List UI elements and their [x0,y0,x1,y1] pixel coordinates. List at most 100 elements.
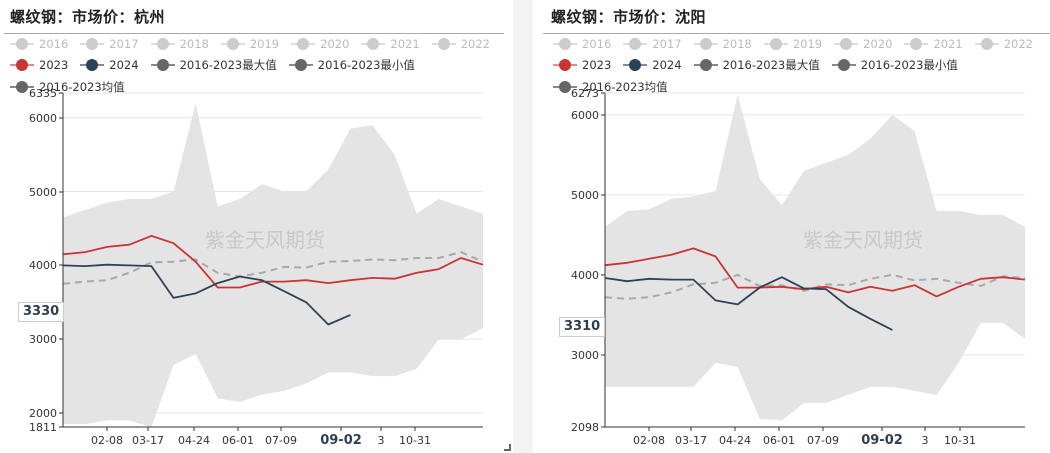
legend-row-active: 2023 2024 2016-2023最大值 2016-2023最小值 [553,56,970,74]
legend-label: 2016-2023最小值 [860,58,958,72]
legend-item-2017[interactable]: 2017 [80,37,139,51]
legend-label: 2023 [582,58,612,72]
legend-label: 2020 [320,37,350,51]
legend-item-2021[interactable]: 2021 [904,37,963,51]
y-tick-label: 2098 [571,421,599,434]
legend-item-2017[interactable]: 2017 [623,37,682,51]
legend-label: 2020 [863,37,893,51]
chart-panel-hangzhou: 螺纹钢：市场价：杭州 2016 2017 2018 2019 2020 2021 2022 … [0,0,513,453]
legend-marker-icon [288,59,313,71]
legend-marker-icon [220,38,245,50]
min-max-band [63,102,483,427]
y-tick-label: 3000 [29,333,57,346]
legend-item-max[interactable]: 2016-2023最大值 [150,57,277,73]
legend-marker-icon [10,38,34,50]
legend-item-2023[interactable]: 2023 [553,58,611,72]
legend-label: 2024 [109,58,139,72]
plot-area[interactable]: 紫金天风期货 6273 6000 5000 4000 3000 2098 02-08 03-17… [533,0,1050,453]
x-tick-label: 04-24 [178,434,210,447]
series-2024-line[interactable] [604,276,893,331]
legend-item-mean[interactable]: 2016-2023均值 [553,79,668,95]
legend-label: 2022 [1003,37,1033,51]
chart-title: 螺纹钢：市场价：沈阳 [551,8,707,26]
x-tick-label: 06-01 [222,434,254,447]
legend-row-inactive: 2016 2017 2018 2019 2020 2021 2022 [10,35,502,53]
x-tick-label: 07-09 [807,434,839,447]
x-tick-label: 3 [378,434,385,447]
x-tick-label: 03-17 [675,434,707,447]
y-tick-label: 4000 [29,259,57,272]
legend-label: 2024 [652,58,682,72]
legend-marker-icon [623,59,648,71]
legend-marker-icon [150,38,175,50]
legend-label: 2018 [179,37,209,51]
chart-panel-shenyang: 螺纹钢：市场价：沈阳 2016 2017 2018 2019 2020 2021 2022 … [533,0,1050,453]
legend-label: 2016 [582,37,612,51]
legend-label: 2016-2023均值 [582,80,668,94]
legend-item-2018[interactable]: 2018 [693,37,752,51]
legend-marker-icon [553,81,577,93]
series-2024-line[interactable] [62,263,351,326]
legend-item-2020[interactable]: 2020 [291,37,349,51]
legend-item-2024[interactable]: 2024 [80,58,139,72]
x-tick-label: 07-09 [265,434,297,447]
legend-marker-icon [904,38,929,50]
x-tick-label: 09-02 [861,433,903,448]
legend-marker-icon [431,38,456,50]
legend-item-2024[interactable]: 2024 [623,58,682,72]
x-tick-label: 09-02 [320,433,362,448]
y-tick-label: 1811 [29,421,57,434]
current-value-badge: 3330 [18,302,65,322]
legend-marker-icon [693,59,718,71]
legend-marker-icon [693,38,718,50]
title-divider [543,33,1050,34]
x-tick-label: 06-01 [763,434,795,447]
y-tick-label: 2000 [29,407,57,420]
title-divider [4,33,504,34]
y-tick-label: 5000 [571,189,599,202]
legend-marker-icon [831,59,856,71]
legend-item-max[interactable]: 2016-2023最大值 [693,57,820,73]
legend-marker-icon [361,38,386,50]
series-2023-line[interactable] [62,235,484,289]
legend-marker-icon [974,38,999,50]
legend-marker-icon [834,38,859,50]
x-tick-label: 02-08 [633,434,665,447]
y-tick-label: 3000 [571,349,599,362]
resize-handle-icon[interactable] [504,444,511,451]
legend-label: 2019 [792,37,823,51]
legend-item-2019[interactable]: 2019 [763,37,823,51]
y-tick-label: 4000 [571,269,599,282]
legend-item-2016[interactable]: 2016 [553,37,611,51]
legend-item-2016[interactable]: 2016 [10,37,68,51]
y-tick-label: 6000 [29,112,57,125]
legend-item-mean[interactable]: 2016-2023均值 [10,79,125,95]
legend-item-2023[interactable]: 2023 [10,58,68,72]
legend-label: 2016-2023最大值 [722,58,820,72]
legend-label: 2016 [39,37,69,51]
min-max-band [605,94,1025,421]
legend-marker-icon [80,59,105,71]
legend-item-2022[interactable]: 2022 [431,37,490,51]
y-tick-label: 5000 [29,186,57,199]
legend-label: 2019 [249,37,280,51]
x-tick-label: 04-24 [719,434,751,447]
legend-row-inactive: 2016 2017 2018 2019 2020 2021 2022 [553,35,1045,53]
legend-marker-icon [623,38,648,50]
legend-marker-icon [10,59,34,71]
y-tick-label: 6273 [571,87,599,100]
legend-label: 2022 [460,37,490,51]
series-mean-line[interactable] [62,251,484,285]
legend-item-2019[interactable]: 2019 [220,37,280,51]
x-tick-label: 10-31 [944,434,976,447]
legend-item-2020[interactable]: 2020 [834,37,892,51]
legend-item-2021[interactable]: 2021 [361,37,420,51]
legend-item-min[interactable]: 2016-2023最小值 [288,57,415,73]
legend-marker-icon [553,59,577,71]
legend-item-min[interactable]: 2016-2023最小值 [831,57,958,73]
legend-item-2018[interactable]: 2018 [150,37,209,51]
legend-marker-icon [150,59,175,71]
legend-item-2022[interactable]: 2022 [974,37,1033,51]
legend-label: 2021 [390,37,420,51]
